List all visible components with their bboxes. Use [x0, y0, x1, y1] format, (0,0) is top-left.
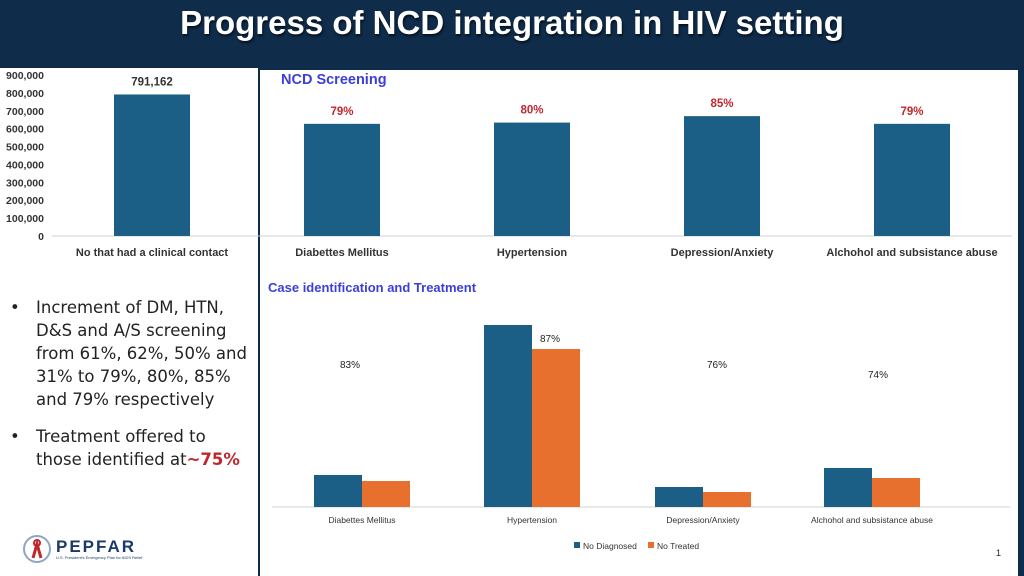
- data-label: 791,162: [131, 76, 173, 88]
- y-tick-label: 600,000: [6, 124, 44, 136]
- data-label: 79%: [330, 106, 353, 118]
- section-title-case-identification: Case identification and Treatment: [268, 280, 477, 295]
- frame-right-edge: [1018, 68, 1024, 576]
- category-label: Depression/Anxiety: [671, 247, 775, 259]
- case-identification-chart: Case identification and Treatment 83% Diab…: [268, 280, 1010, 551]
- page-number: 1: [996, 548, 1002, 558]
- y-tick-label: 800,000: [6, 88, 44, 100]
- legend-swatch: [574, 542, 580, 548]
- category-label: Depression/Anxiety: [666, 515, 740, 525]
- bullet-item: • Increment of DM, HTN, D&S and A/S scre…: [6, 296, 254, 411]
- bar: [872, 478, 920, 507]
- category-label: Hypertension: [507, 515, 557, 525]
- bar: [703, 492, 751, 507]
- logo-subtitle: U.S. President's Emergency Plan for AIDS…: [56, 555, 143, 560]
- y-tick-label: 700,000: [6, 106, 44, 118]
- slide-title: Progress of NCD integration in HIV setti…: [180, 4, 844, 41]
- legend-swatch: [648, 542, 654, 548]
- bar: [494, 122, 570, 236]
- y-tick-label: 900,000: [6, 70, 44, 82]
- bullet-list: • Increment of DM, HTN, D&S and A/S scre…: [6, 296, 254, 485]
- bullet-text-1: Increment of DM, HTN, D&S and A/S screen…: [36, 298, 247, 409]
- y-tick-label: 300,000: [6, 177, 44, 189]
- ncd-screening-chart: 900,000 800,000 700,000 600,000 500,000 400,0…: [6, 70, 1012, 259]
- y-tick-label: 200,000: [6, 195, 44, 207]
- legend-label: No Diagnosed: [583, 541, 637, 551]
- bar: [874, 123, 950, 236]
- data-label: 79%: [900, 106, 923, 118]
- data-label: 83%: [340, 360, 360, 371]
- pepfar-logo: PEPFAR U.S. President's Emergency Plan f…: [22, 533, 162, 565]
- category-label: Alchohol and subsistance abuse: [826, 247, 997, 259]
- data-label: 74%: [868, 370, 888, 381]
- bar: [824, 468, 872, 507]
- data-label: 87%: [540, 334, 560, 345]
- legend-label: No Treated: [657, 541, 699, 551]
- bar: [484, 325, 532, 507]
- category-label: No that had a clinical contact: [76, 247, 229, 259]
- treatment-highlight: ~75%: [186, 450, 240, 469]
- bullet-text-2: Treatment offered to those identified at: [36, 427, 206, 469]
- logo-word: PEPFAR: [56, 537, 137, 556]
- bar: [362, 481, 410, 507]
- y-tick-label: 400,000: [6, 159, 44, 171]
- y-tick-label: 100,000: [6, 213, 44, 225]
- bar: [684, 116, 760, 236]
- bar: [532, 349, 580, 507]
- slide-header: Progress of NCD integration in HIV setti…: [0, 0, 1024, 68]
- category-label: Diabettes Mellitus: [328, 515, 395, 525]
- section-title-ncd-screening: NCD Screening: [281, 72, 387, 88]
- bar: [304, 123, 380, 236]
- category-label: Diabettes Mellitus: [295, 247, 389, 259]
- bar: [314, 475, 362, 507]
- y-tick-label: 0: [38, 231, 44, 243]
- data-label: 85%: [710, 98, 733, 110]
- bar: [655, 487, 703, 507]
- ribbon-icon: [23, 535, 51, 563]
- bar: [114, 94, 190, 236]
- frame-top-line: [260, 68, 1018, 70]
- data-label: 80%: [520, 105, 543, 117]
- panel-divider: [258, 68, 260, 576]
- y-tick-label: 500,000: [6, 142, 44, 154]
- bullet-item: • Treatment offered to those identified …: [10, 427, 240, 469]
- category-label: Alchohol and subsistance abuse: [811, 515, 933, 525]
- category-label: Hypertension: [497, 247, 568, 259]
- data-label: 76%: [707, 360, 727, 371]
